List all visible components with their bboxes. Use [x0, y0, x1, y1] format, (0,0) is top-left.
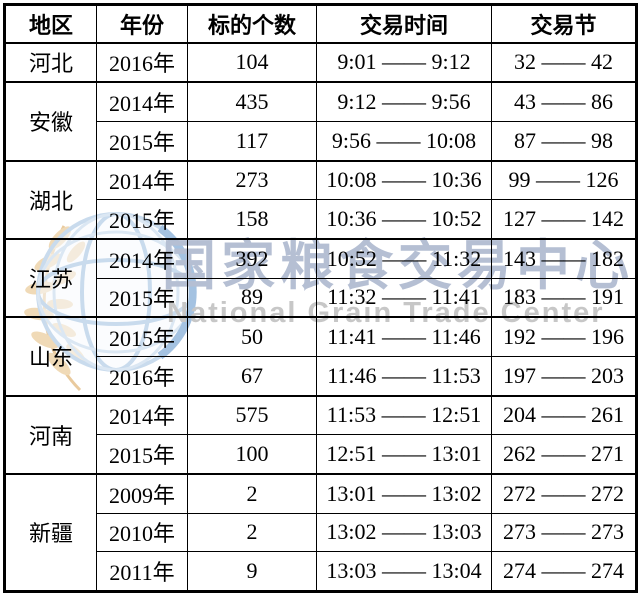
table-row: 河南 2014年 575 11:53 —— 12:51 204 —— 261 [4, 394, 637, 475]
session-cell: 99 —— 126 [491, 159, 637, 201]
year-cell: 2015年 [96, 316, 188, 357]
count-cell: 100 [187, 434, 317, 475]
count-cell: 104 [187, 41, 317, 83]
year-cell: 2015年 [96, 120, 188, 162]
count-cell: 273 [187, 159, 317, 201]
region-cell: 河北 [4, 41, 97, 83]
table-row: 2015年 89 11:32 —— 11:41 183 —— 191 [5, 277, 637, 318]
region-cell: 新疆 [4, 472, 97, 592]
region-cell: 山东 [4, 316, 97, 397]
time-cell: 11:46 —— 11:53 [316, 355, 492, 397]
session-cell: 192 —— 196 [491, 316, 637, 357]
session-cell: 262 —— 271 [491, 434, 637, 475]
count-cell: 50 [187, 316, 317, 357]
col-header-session: 交易节 [491, 4, 637, 44]
session-cell: 43 —— 86 [491, 81, 637, 122]
table-row: 江苏 2014年 392 10:52 —— 11:32 143 —— 182 [4, 237, 637, 318]
year-cell: 2015年 [96, 434, 188, 475]
table-row: 2015年 117 9:56 —— 10:08 87 —— 98 [5, 120, 637, 162]
time-cell: 11:53 —— 12:51 [316, 394, 492, 436]
year-cell: 2015年 [96, 199, 188, 240]
table-row: 新疆 2009年 2 13:01 —— 13:02 272 —— 272 [4, 472, 637, 592]
time-cell: 9:12 —— 9:56 [316, 81, 492, 122]
year-cell: 2016年 [96, 355, 188, 397]
table-row: 山东 2015年 50 11:41 —— 11:46 192 —— 196 [4, 316, 637, 397]
time-cell: 10:08 —— 10:36 [316, 159, 492, 201]
session-cell: 143 —— 182 [491, 237, 637, 279]
session-cell: 273 —— 273 [491, 512, 637, 553]
region-cell: 湖北 [4, 159, 97, 240]
year-cell: 2014年 [96, 237, 188, 279]
session-cell: 127 —— 142 [491, 199, 637, 240]
region-cell: 江苏 [4, 237, 97, 318]
time-cell: 10:52 —— 11:32 [316, 237, 492, 279]
table-row: 2016年 67 11:46 —— 11:53 197 —— 203 [5, 355, 637, 397]
count-cell: 392 [187, 237, 317, 279]
table-row: 湖北 2014年 273 10:08 —— 10:36 99 —— 126 [4, 159, 637, 240]
time-cell: 11:32 —— 11:41 [316, 277, 492, 318]
time-cell: 13:02 —— 13:03 [316, 512, 492, 553]
time-cell: 13:03 —— 13:04 [316, 551, 492, 592]
year-cell: 2015年 [96, 277, 188, 318]
year-cell: 2010年 [96, 512, 188, 553]
session-cell: 272 —— 272 [491, 472, 637, 514]
time-cell: 9:01 —— 9:12 [316, 41, 492, 83]
time-cell: 10:36 —— 10:52 [316, 199, 492, 240]
session-cell: 197 —— 203 [491, 355, 637, 397]
count-cell: 575 [187, 394, 317, 436]
session-cell: 32 —— 42 [491, 41, 637, 83]
table-row: 2015年 100 12:51 —— 13:01 262 —— 271 [5, 434, 637, 475]
time-cell: 12:51 —— 13:01 [316, 434, 492, 475]
year-cell: 2016年 [96, 41, 188, 83]
count-cell: 9 [187, 551, 317, 592]
count-cell: 158 [187, 199, 317, 240]
region-cell: 安徽 [4, 81, 97, 162]
year-cell: 2011年 [96, 551, 188, 592]
year-cell: 2014年 [96, 159, 188, 201]
col-header-year: 年份 [96, 4, 188, 44]
table-row: 2010年 2 13:02 —— 13:03 273 —— 273 [5, 512, 637, 553]
table-row: 2015年 158 10:36 —— 10:52 127 —— 142 [5, 199, 637, 240]
time-cell: 13:01 —— 13:02 [316, 472, 492, 514]
count-cell: 2 [187, 512, 317, 553]
count-cell: 117 [187, 120, 317, 162]
table-row: 2011年 9 13:03 —— 13:04 274 —— 274 [5, 551, 637, 592]
count-cell: 89 [187, 277, 317, 318]
session-cell: 87 —— 98 [491, 120, 637, 162]
table-row: 安徽 2014年 435 9:12 —— 9:56 43 —— 86 [4, 81, 637, 162]
col-header-time: 交易时间 [316, 4, 492, 44]
table-row: 河北 2016年 104 9:01 —— 9:12 32 —— 42 [4, 41, 637, 83]
session-cell: 183 —— 191 [491, 277, 637, 318]
year-cell: 2009年 [96, 472, 188, 514]
year-cell: 2014年 [96, 394, 188, 436]
session-cell: 204 —— 261 [491, 394, 637, 436]
col-header-count: 标的个数 [187, 4, 317, 44]
time-cell: 9:56 —— 10:08 [316, 120, 492, 162]
time-cell: 11:41 —— 11:46 [316, 316, 492, 357]
count-cell: 2 [187, 472, 317, 514]
count-cell: 67 [187, 355, 317, 397]
auction-schedule-table: 地区 年份 标的个数 交易时间 交易节 河北 2016年 104 9:01 —— 9:… [3, 3, 638, 593]
year-cell: 2014年 [96, 81, 188, 122]
session-cell: 274 —— 274 [491, 551, 637, 592]
header-row: 地区 年份 标的个数 交易时间 交易节 [4, 4, 637, 44]
col-header-region: 地区 [4, 4, 97, 44]
count-cell: 435 [187, 81, 317, 122]
region-cell: 河南 [4, 394, 97, 475]
